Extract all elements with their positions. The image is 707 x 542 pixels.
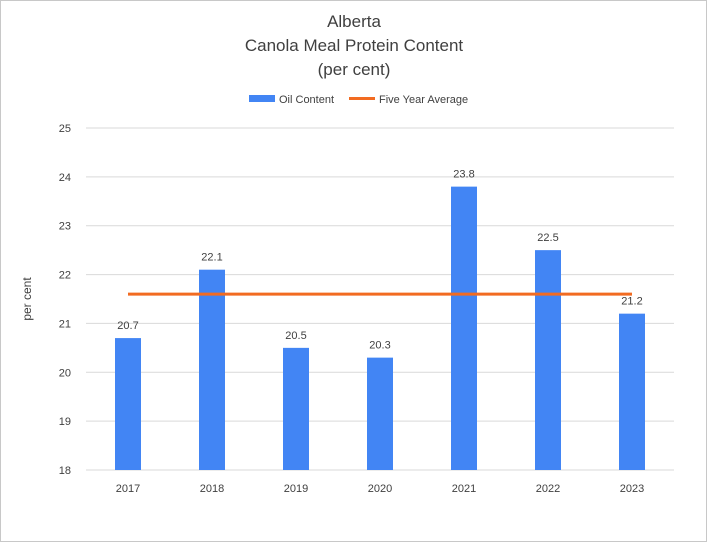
legend-swatch-oil-content: [249, 95, 275, 102]
bar-data-label-2019: 20.5: [285, 330, 306, 342]
bar-2018: [199, 269, 225, 470]
x-tick-label-2020: 2020: [368, 483, 392, 495]
bar-2020: [367, 357, 393, 470]
bar-data-labels: 20.7 22.1 20.5 20.3 23.8 22.5 21.2: [117, 169, 642, 352]
bar-2022: [535, 250, 561, 470]
bar-2021: [451, 186, 477, 470]
x-tick-label-2017: 2017: [116, 483, 140, 495]
x-tick-label-2019: 2019: [284, 483, 308, 495]
gridlines: [86, 127, 674, 471]
bar-data-label-2023: 21.2: [621, 296, 642, 308]
y-tick-label: 20: [59, 367, 71, 379]
y-tick-label: 18: [59, 465, 71, 477]
x-axis-tick-labels: 2017 2018 2019 2020 2021 2022 2023: [116, 483, 644, 495]
bar-data-label-2021: 23.8: [453, 169, 474, 181]
y-tick-label: 24: [59, 172, 71, 184]
chart-title-line-2: Canola Meal Protein Content: [245, 36, 464, 55]
legend-label-five-year-average: Five Year Average: [379, 94, 468, 106]
y-tick-label: 19: [59, 416, 71, 428]
legend-label-oil-content: Oil Content: [279, 94, 334, 106]
bar-data-label-2017: 20.7: [117, 320, 138, 332]
y-tick-label: 25: [59, 123, 71, 135]
x-tick-label-2023: 2023: [620, 483, 644, 495]
chart-title: Alberta Canola Meal Protein Content (per…: [245, 12, 464, 79]
bar-2023: [619, 313, 645, 470]
bar-2019: [283, 347, 309, 470]
x-tick-label-2021: 2021: [452, 483, 476, 495]
y-tick-label: 21: [59, 318, 71, 330]
bar-data-label-2018: 22.1: [201, 252, 222, 264]
chart-legend: Oil Content Five Year Average: [249, 94, 468, 106]
bar-data-label-2022: 22.5: [537, 232, 558, 244]
x-tick-label-2018: 2018: [200, 483, 224, 495]
y-axis-tick-labels: 18 19 20 21 22 23 24 25: [59, 123, 71, 477]
x-tick-label-2022: 2022: [536, 483, 560, 495]
y-tick-label: 22: [59, 270, 71, 282]
bars: [115, 186, 645, 470]
chart-title-line-1: Alberta: [327, 12, 381, 31]
chart-title-line-3: (per cent): [318, 60, 391, 79]
bar-2017: [115, 338, 141, 470]
y-axis-title: per cent: [20, 277, 34, 321]
y-tick-label: 23: [59, 221, 71, 233]
bar-data-label-2020: 20.3: [369, 340, 390, 352]
